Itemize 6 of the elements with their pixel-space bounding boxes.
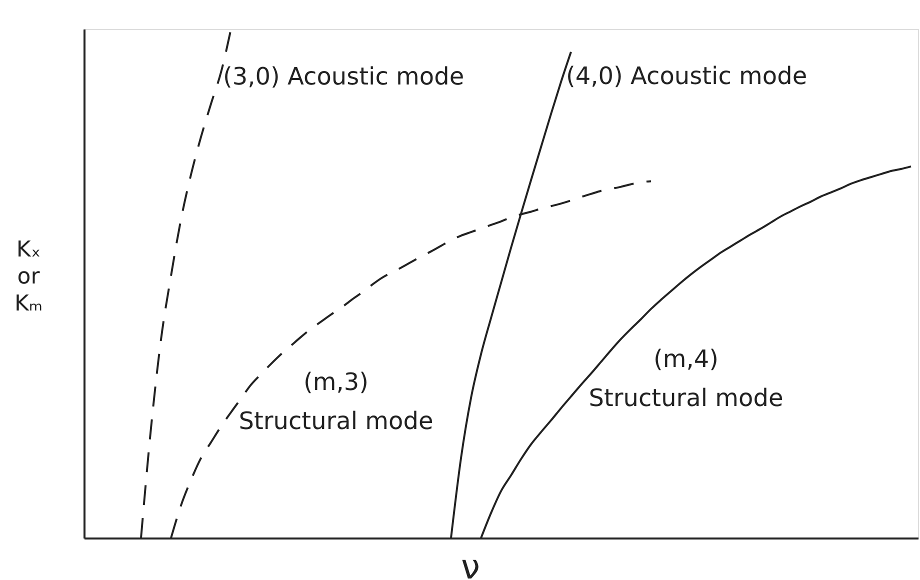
series-label: (3,0) Acoustic mode bbox=[223, 62, 464, 90]
series-label: (m,3) Structural mode bbox=[238, 368, 434, 436]
series-label: (m,4) Structural mode bbox=[588, 344, 784, 412]
y-axis-title: Kₓ or Kₘ bbox=[14, 238, 43, 316]
x-axis-title: ν bbox=[461, 548, 480, 580]
series-label: (4,0) Acoustic mode bbox=[566, 62, 808, 90]
